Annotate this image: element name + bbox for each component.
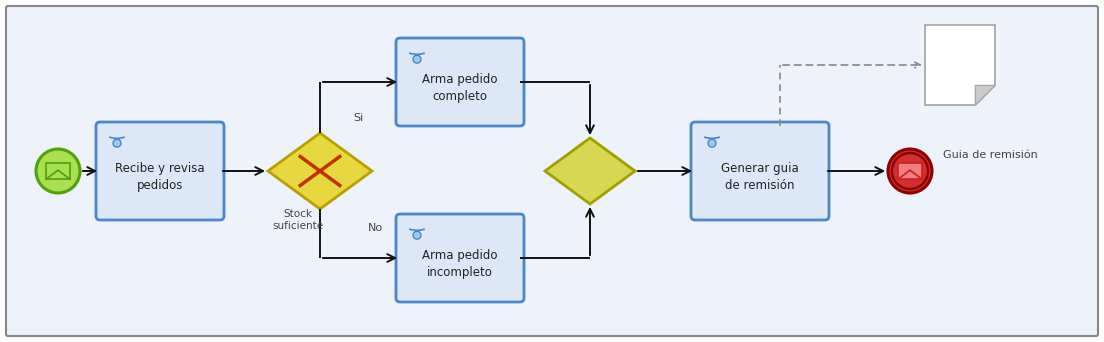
FancyBboxPatch shape [396, 38, 524, 126]
Text: Arma pedido
incompleto: Arma pedido incompleto [422, 249, 498, 279]
Circle shape [36, 149, 79, 193]
FancyBboxPatch shape [96, 122, 224, 220]
Text: Recibe y revisa
pedidos: Recibe y revisa pedidos [115, 162, 205, 192]
FancyBboxPatch shape [396, 214, 524, 302]
Polygon shape [925, 25, 995, 105]
Circle shape [413, 55, 421, 63]
Circle shape [708, 139, 716, 147]
Circle shape [413, 231, 421, 239]
Circle shape [888, 149, 932, 193]
Polygon shape [976, 86, 995, 105]
FancyBboxPatch shape [898, 163, 922, 179]
FancyBboxPatch shape [691, 122, 829, 220]
FancyBboxPatch shape [6, 6, 1098, 336]
Circle shape [113, 139, 121, 147]
Text: Guia de remisión: Guia de remisión [943, 150, 1038, 160]
Text: Generar guia
de remisión: Generar guia de remisión [721, 162, 799, 192]
Text: Arma pedido
completo: Arma pedido completo [422, 73, 498, 103]
Polygon shape [545, 138, 635, 204]
Text: Si: Si [353, 113, 363, 123]
Text: Stock
suficiente: Stock suficiente [273, 209, 323, 231]
Text: No: No [368, 223, 383, 233]
FancyBboxPatch shape [46, 163, 70, 179]
Polygon shape [268, 133, 372, 209]
